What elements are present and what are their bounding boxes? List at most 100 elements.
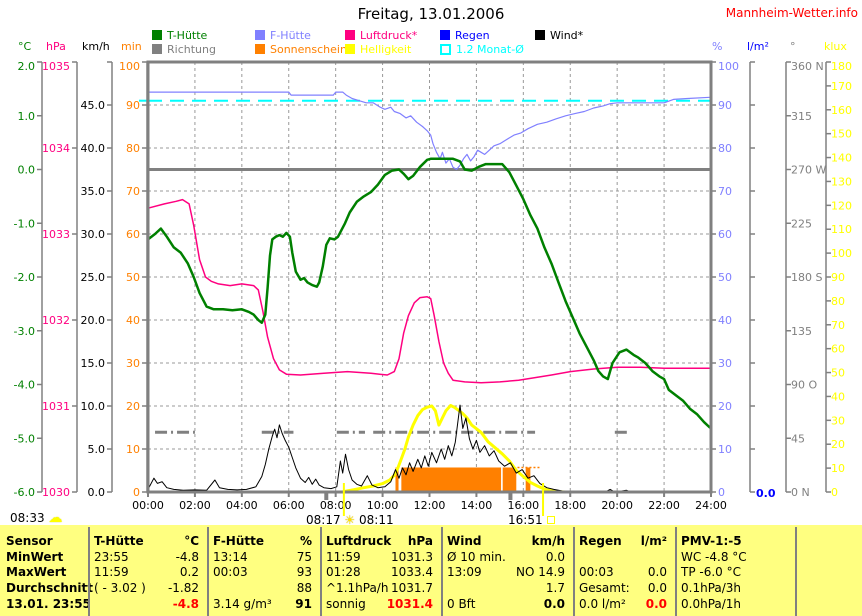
sunset-square-icon: [546, 516, 555, 524]
axis-label-temp: 1.0: [18, 110, 36, 123]
axis-label-windspeed: 5.0: [88, 443, 106, 456]
cell-label: 00:03: [213, 565, 248, 579]
axis-label-pressure: 1034: [42, 142, 70, 155]
legend-item-f-h-tte: F-Hütte: [255, 29, 311, 42]
table-divider: [320, 527, 322, 616]
axis-label-humidity: 100: [718, 60, 739, 73]
table-divider: [441, 527, 443, 616]
cell-value: 0.0: [545, 550, 565, 564]
series-helligkeit: [146, 404, 712, 494]
table-divider: [795, 527, 797, 616]
table-row: 0.0 l/m² 0.0: [579, 597, 667, 611]
table-divider: [675, 527, 677, 616]
cell-label: 11:59: [94, 565, 129, 579]
axis-label-sunshine-min: 40: [126, 314, 140, 327]
axis-label-temp: -4.0: [14, 379, 35, 392]
legend-item-sonnenschein: Sonnenschein: [255, 43, 347, 56]
x-axis-label: 12:00: [414, 499, 446, 512]
unit-label-%: %: [712, 40, 723, 53]
cell-label: 11:59: [326, 550, 361, 564]
cell-label: 0.0 l/m²: [579, 597, 626, 611]
cell-label: 00:03: [579, 565, 614, 579]
legend-swatch: [440, 43, 451, 55]
sunrise-sun-icon: ☀: [344, 513, 356, 527]
unit-label-min: min: [121, 40, 142, 53]
x-axis-label: 04:00: [226, 499, 258, 512]
cell-label: 0 Bft: [447, 597, 476, 611]
axis-label-pressure: 1033: [42, 228, 70, 241]
series-wind: [147, 404, 711, 493]
cell-label: 01:28: [326, 565, 361, 579]
x-axis-label: 18:00: [554, 499, 586, 512]
axis-label-sunshine-min: 80: [126, 142, 140, 155]
sunrise-time-a: 08:17: [306, 513, 341, 527]
sunshine-bar: [395, 467, 399, 492]
cell-value: 91: [295, 597, 312, 611]
table-row: 0 Bft 0.0: [447, 597, 565, 611]
axis-label-sunshine-min: 10: [126, 443, 140, 456]
legend-item-richtung: Richtung: [152, 43, 216, 56]
table-row: Ø 10 min. 0.0: [447, 550, 565, 564]
cell-value: 1.7: [545, 581, 565, 595]
axis-label-windspeed: 20.0: [81, 314, 106, 327]
legend-label: Luftdruck*: [360, 28, 418, 42]
axis-label-brightness: 160: [831, 104, 852, 117]
x-axis-label: 14:00: [461, 499, 493, 512]
sunshine-total-time: 08:33: [10, 511, 45, 525]
legend-label: Helligkeit: [360, 42, 412, 56]
axis-label-direction: 0 N: [791, 486, 810, 499]
cell-label: ^1.1hPa/h: [326, 581, 389, 595]
column-header: Luftdruck hPa: [326, 534, 433, 548]
cell-label: Gesamt:: [579, 581, 630, 595]
cell-label: 13:09: [447, 565, 482, 579]
legend-label: 1.2 Monat-Ø: [456, 42, 524, 56]
axis-label-temp: -2.0: [14, 271, 35, 284]
cell-value: 1031.3: [391, 550, 433, 564]
table-row: 11:59 1031.3: [326, 550, 433, 564]
axis-label-windspeed: 35.0: [81, 185, 106, 198]
axis-label-windspeed: 0.0: [88, 486, 106, 499]
axis-label-brightness: 50: [831, 367, 845, 380]
column-header: F-Hütte%: [213, 534, 312, 548]
axis-label-direction: 180 S: [791, 271, 822, 284]
table-row: sonnig 1031.4: [326, 597, 433, 611]
legend-swatch: [152, 44, 162, 54]
cell-value: 1033.4: [391, 565, 433, 579]
legend-label: Regen: [455, 28, 490, 42]
unit-label-lm²: l/m²: [747, 40, 769, 53]
legend-item-t-h-tte: T-Hütte: [152, 29, 207, 42]
axis-label-direction: 315: [791, 110, 812, 123]
cell-value: 0.0: [543, 597, 565, 611]
legend-swatch: [345, 30, 355, 40]
brand-link[interactable]: Mannheim-Wetter.info: [725, 6, 858, 20]
axis-label-windspeed: 30.0: [81, 228, 106, 241]
legend-item-1-2-monat-: 1.2 Monat-Ø: [440, 42, 524, 56]
sunset-annotation: 16:51: [508, 513, 555, 527]
axis-label-brightness: 40: [831, 390, 845, 403]
cell-label: Luftdruck: [326, 534, 392, 548]
x-axis-label: 16:00: [507, 499, 539, 512]
axis-label-temp: 2.0: [18, 60, 36, 73]
table-row: 23:55 -4.8: [94, 550, 199, 564]
axis-label-pressure: 1032: [42, 314, 70, 327]
cell-label: MaxWert: [6, 565, 67, 579]
x-axis-label: 00:00: [132, 499, 164, 512]
axis-label-sunshine-min: 30: [126, 357, 140, 370]
row-label: MinWert: [6, 550, 78, 564]
axis-label-humidity: 50: [718, 271, 732, 284]
legend-item-luftdruck-: Luftdruck*: [345, 28, 418, 42]
axis-label-pressure: 1035: [42, 60, 70, 73]
axis-label-humidity: 60: [718, 228, 732, 241]
legend-label: Wind*: [550, 28, 584, 42]
sunshine-bar: [401, 467, 502, 492]
legend-swatch: [440, 30, 450, 40]
unit-label-klux: klux: [824, 40, 847, 53]
axis-label-brightness: 180: [831, 60, 852, 73]
axis-label-pressure: 1030: [42, 486, 70, 499]
cell-label: MinWert: [6, 550, 64, 564]
table-row: WC -4.8 °C: [681, 550, 787, 564]
cell-value: hPa: [407, 534, 433, 548]
column-header: T-Hütte °C: [94, 534, 199, 548]
